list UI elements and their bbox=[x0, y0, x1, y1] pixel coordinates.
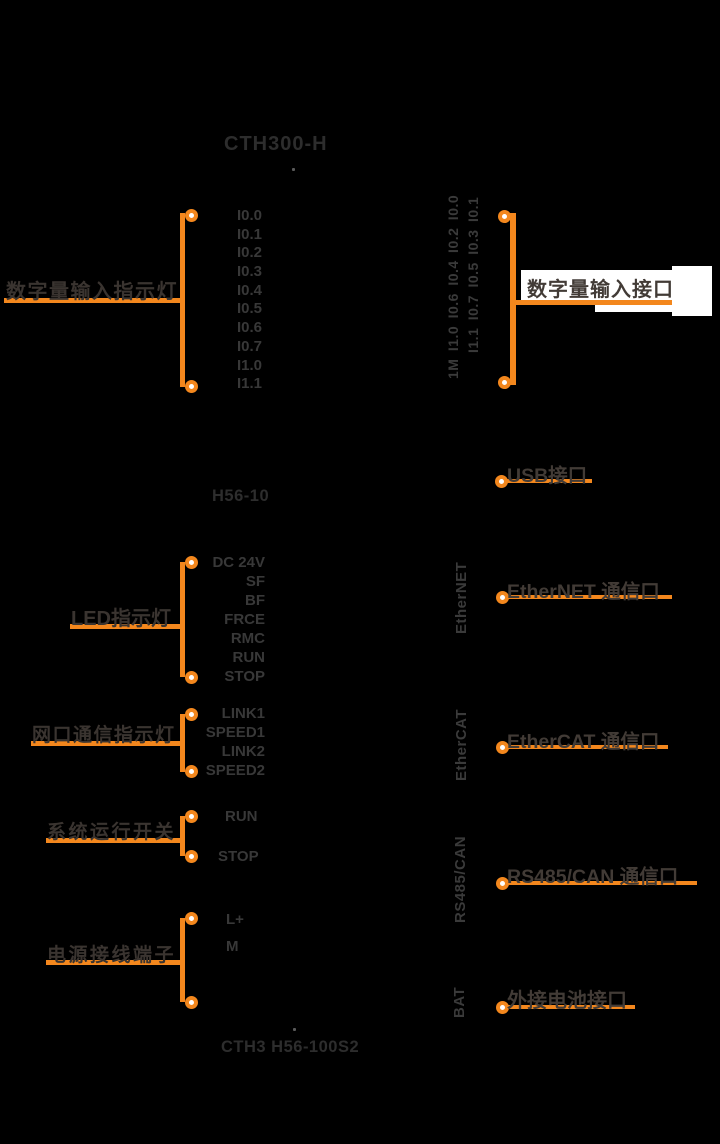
net-led-label: SPEED2 bbox=[205, 761, 265, 779]
bracket-ring bbox=[184, 911, 198, 925]
device-model-bottom: CTH3 H56-100S2 bbox=[221, 1038, 360, 1056]
callout-digital-input-leds: 数字量输入指示灯 bbox=[6, 281, 178, 303]
callout-led-indicators: LED指示灯 bbox=[71, 608, 171, 630]
callout-power-terminals: 电源接线端子 bbox=[47, 945, 177, 966]
bracket-ring bbox=[184, 764, 198, 778]
rs485-can-port-label: RS485/CAN bbox=[452, 835, 469, 923]
ethernet-port-label: EtherNET bbox=[453, 561, 470, 634]
io-label: I1.0 bbox=[237, 356, 263, 374]
io-label: I1.1 bbox=[237, 375, 263, 393]
callout-digital-input-port: 数字量输入接口 bbox=[527, 279, 674, 301]
ethercat-port-label: EtherCAT bbox=[453, 708, 470, 781]
io-label: I0.1 bbox=[237, 225, 263, 243]
bracket-ring bbox=[184, 707, 198, 721]
bracket-ring bbox=[184, 995, 198, 1009]
callout-underline bbox=[505, 594, 672, 599]
terminal-column-odd: 1M I1.0 I0.6 I0.4 I0.2 I0.0 bbox=[445, 194, 461, 379]
io-label: I0.4 bbox=[237, 281, 263, 299]
led-label: BF bbox=[245, 592, 265, 610]
bracket-ring bbox=[184, 849, 198, 863]
callout-underline bbox=[504, 478, 592, 483]
bracket-ring bbox=[184, 809, 198, 823]
bracket-ring bbox=[497, 209, 511, 223]
io-label: I0.6 bbox=[237, 319, 263, 337]
reflection-dot-top bbox=[292, 168, 295, 171]
white-panel bbox=[595, 303, 673, 312]
bracket-ring bbox=[184, 555, 198, 569]
callout-ethernet-port: EtherNET 通信口 bbox=[507, 581, 660, 603]
digital-input-led-list: I0.0 I0.1 I0.2 I0.3 I0.4 I0.5 I0.6 I0.7 … bbox=[237, 207, 262, 394]
callout-underline bbox=[31, 741, 185, 746]
led-label: STOP bbox=[224, 668, 265, 686]
callout-underline bbox=[514, 300, 672, 305]
bracket-line bbox=[180, 816, 185, 856]
device-model-mid: H56-10 bbox=[212, 487, 270, 505]
net-led-label: LINK1 bbox=[221, 705, 265, 722]
led-indicator-list: DC 24V SF BF FRCE RMC RUN STOP bbox=[145, 553, 265, 686]
callout-usb-port: USB接口 bbox=[507, 465, 588, 487]
reflection-dot-bottom bbox=[293, 1028, 296, 1031]
callout-underline bbox=[505, 744, 668, 749]
io-label: I0.0 bbox=[237, 207, 263, 224]
led-label: RUN bbox=[232, 649, 266, 667]
white-panel bbox=[672, 266, 712, 316]
io-label: I0.3 bbox=[237, 263, 263, 281]
bracket-ring bbox=[497, 375, 511, 389]
callout-underline bbox=[70, 624, 185, 629]
led-label: FRCE bbox=[224, 611, 265, 629]
io-label: I0.7 bbox=[237, 337, 263, 355]
callout-underline bbox=[505, 1004, 635, 1009]
terminal-column-even: I1.1 I0.7 I0.5 I0.3 I0.1 bbox=[465, 196, 481, 353]
callout-run-switch: 系统运行开关 bbox=[47, 822, 177, 843]
bracket-ring bbox=[184, 670, 198, 684]
switch-run-label: RUN bbox=[225, 808, 258, 825]
net-led-label: SPEED1 bbox=[205, 723, 265, 741]
bat-port-label: BAT bbox=[451, 986, 468, 1018]
power-pin-lplus: L+ bbox=[226, 911, 244, 928]
callout-underline bbox=[505, 880, 697, 885]
bracket-line bbox=[510, 213, 516, 385]
callout-battery-port: 外接电池接口 bbox=[507, 990, 627, 1012]
io-label: I0.2 bbox=[237, 244, 263, 262]
callout-underline bbox=[4, 298, 185, 303]
switch-stop-label: STOP bbox=[218, 848, 259, 865]
callout-underline bbox=[46, 838, 185, 843]
led-label: SF bbox=[245, 573, 265, 591]
io-label: I0.5 bbox=[237, 300, 263, 318]
bracket-ring bbox=[184, 379, 198, 393]
callout-net-port-leds: 网口通信指示灯 bbox=[32, 725, 176, 746]
net-led-list: LINK1 SPEED1 LINK2 SPEED2 bbox=[145, 705, 265, 781]
led-label: RMC bbox=[230, 630, 265, 648]
callout-ethercat-port: EtherCAT 通信口 bbox=[507, 731, 660, 753]
net-led-label: LINK2 bbox=[221, 742, 265, 760]
led-label: DC 24V bbox=[212, 554, 265, 571]
callout-rs485-can-port: RS485/CAN 通信口 bbox=[507, 866, 679, 888]
bracket-line bbox=[180, 562, 185, 677]
device-model-title: CTH300-H bbox=[224, 133, 328, 155]
power-pin-m: M bbox=[226, 938, 239, 955]
callout-underline bbox=[46, 960, 185, 965]
bracket-ring bbox=[184, 208, 198, 222]
